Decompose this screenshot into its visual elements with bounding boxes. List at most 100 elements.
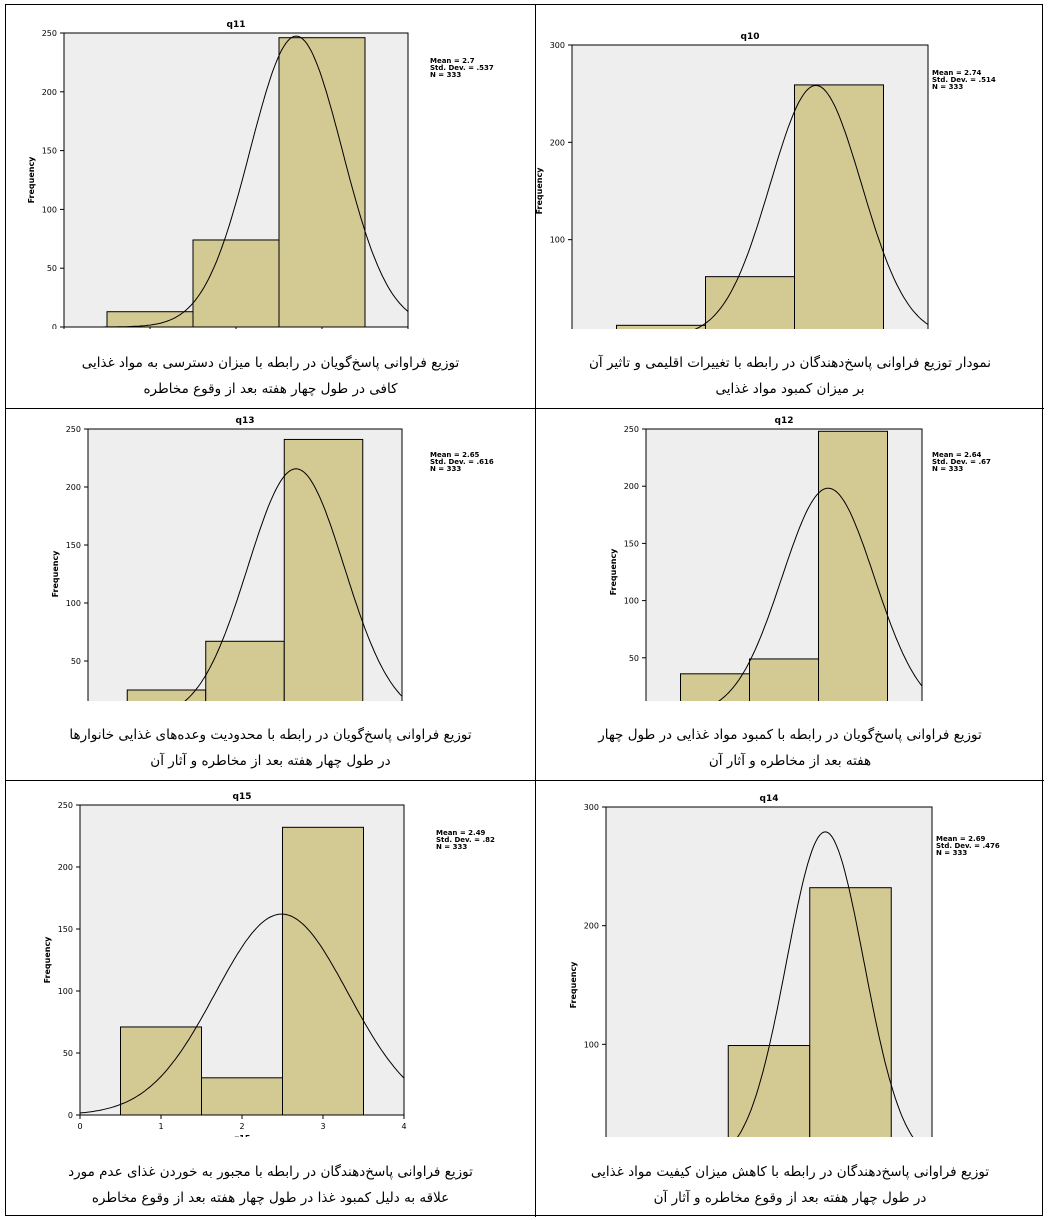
stats-line: Mean = 2.65 xyxy=(430,451,480,459)
y-tick-label: 150 xyxy=(42,147,57,156)
x-tick-label: 1 xyxy=(158,1122,163,1131)
stats-line: Std. Dev. = .514 xyxy=(932,76,996,84)
y-tick-label: 100 xyxy=(550,236,565,245)
y-tick-label: 300 xyxy=(550,41,565,50)
figure-table: q1101234050100150200250q11FrequencyMean … xyxy=(5,4,1044,1217)
bar-2 xyxy=(727,1045,811,1137)
x-tick-label: 0 xyxy=(77,1122,82,1131)
caption-line: توزیع فراوانی پاسخ‌گویان در رابطه با محد… xyxy=(69,727,472,743)
y-tick-label: 0 xyxy=(52,323,57,329)
x-tick-label: 4 xyxy=(401,1122,406,1131)
y-tick-label: 100 xyxy=(624,597,639,606)
y-tick-label: 50 xyxy=(629,654,639,663)
caption-line: توزیع فراوانی پاسخ‌گویان در رابطه با کمب… xyxy=(598,727,982,743)
y-tick-label: 100 xyxy=(584,1040,599,1049)
stats-line: Std. Dev. = .616 xyxy=(430,458,494,466)
bar-3 xyxy=(794,84,884,329)
chart-title: q11 xyxy=(227,20,246,30)
normal-curve xyxy=(184,468,403,701)
x-tick-label: 2 xyxy=(239,1122,244,1131)
chart-cell-q14: q14012340100200300q14FrequencyMean = 2.6… xyxy=(536,781,1044,1217)
chart-title: q14 xyxy=(760,794,779,804)
histogram-q12: q1201234050100150200250q12FrequencyMean … xyxy=(609,416,991,701)
y-axis-title: Frequency xyxy=(569,961,578,1009)
y-tick-label: 200 xyxy=(66,483,81,492)
caption-line: هفته بعد از مخاطره و آثار آن xyxy=(708,753,872,769)
stats-line: Std. Dev. = .537 xyxy=(430,64,494,72)
chart-title: q15 xyxy=(233,792,252,802)
bar-1 xyxy=(680,673,750,701)
bar-2 xyxy=(192,239,280,328)
caption-line: در طول چهار هفته بعد از وقوع مخاطره و آث… xyxy=(653,1190,927,1206)
bar-3 xyxy=(809,887,892,1137)
y-axis-title: Frequency xyxy=(43,936,52,984)
normal-curve xyxy=(718,487,923,701)
bar-1 xyxy=(126,689,207,701)
y-tick-label: 50 xyxy=(47,264,57,273)
stats-line: Mean = 2.7 xyxy=(430,57,475,65)
caption-line: بر میزان کمبود مواد غذایی xyxy=(715,381,865,397)
stats-line: Mean = 2.74 xyxy=(932,69,982,77)
chart-cell-q12: q1201234050100150200250q12FrequencyMean … xyxy=(536,409,1044,781)
chart-caption: توزیع فراوانی پاسخ‌دهندگان در رابطه با م… xyxy=(6,1159,535,1211)
y-tick-label: 250 xyxy=(66,425,81,434)
y-tick-label: 250 xyxy=(58,801,73,810)
bar-3 xyxy=(283,438,364,701)
y-tick-label: 50 xyxy=(71,657,81,666)
caption-line: در طول چهار هفته بعد از مخاطره و آثار آن xyxy=(150,753,391,769)
stats-line: N = 333 xyxy=(932,83,963,91)
chart-caption: نمودار توزیع فراوانی پاسخ‌دهندگان در راب… xyxy=(536,350,1044,402)
stats-line: N = 333 xyxy=(430,465,461,473)
histogram-q14: q14012340100200300q14FrequencyMean = 2.6… xyxy=(569,794,1000,1137)
chart-cell-q11: q1101234050100150200250q11FrequencyMean … xyxy=(6,5,536,409)
caption-line: کافی در طول چهار هفته بعد از وقوع مخاطره xyxy=(143,381,398,397)
chart-cell-q15: q15 0 1 2 3 4 0 50 100 150 200 250 q15 Frequency Mean … xyxy=(6,781,536,1217)
bar-3 xyxy=(282,826,364,1116)
chart-title: q13 xyxy=(236,416,255,426)
y-axis-title: Frequency xyxy=(609,548,618,596)
normal-curve xyxy=(737,831,914,1137)
stats-line: Std. Dev. = .67 xyxy=(932,458,991,466)
y-axis-title: Frequency xyxy=(536,167,544,215)
chart-title: q12 xyxy=(775,416,794,426)
y-tick-label: 200 xyxy=(550,138,565,147)
y-axis-title: Frequency xyxy=(51,550,60,598)
y-tick-label: 50 xyxy=(63,1049,73,1058)
histogram-q10: q10012340100200300q10FrequencyMean = 2.7… xyxy=(536,32,996,329)
y-tick-label: 300 xyxy=(584,803,599,812)
chart-cell-q10: q10012340100200300q10FrequencyMean = 2.7… xyxy=(536,5,1044,409)
bar-1 xyxy=(120,1026,202,1116)
y-tick-label: 150 xyxy=(624,539,639,548)
normal-curve xyxy=(64,35,409,328)
chart-caption: توزیع فراوانی پاسخ‌گویان در رابطه با کمب… xyxy=(536,722,1044,774)
stats-line: N = 333 xyxy=(436,843,467,851)
chart-caption: توزیع فراوانی پاسخ‌دهندگان در رابطه با ک… xyxy=(536,1159,1044,1211)
y-tick-label: 200 xyxy=(42,88,57,97)
stats-line: Std. Dev. = .476 xyxy=(936,842,1000,850)
x-axis-title: q15 xyxy=(234,1134,251,1137)
stats-line: Mean = 2.64 xyxy=(932,451,982,459)
y-tick-label: 200 xyxy=(624,482,639,491)
stats-line: N = 333 xyxy=(430,71,461,79)
caption-line: توزیع فراوانی پاسخ‌گویان در رابطه با میز… xyxy=(81,355,460,371)
stats-line: Std. Dev. = .82 xyxy=(436,836,495,844)
bar-2 xyxy=(749,658,819,701)
histogram-q11: q1101234050100150200250q11FrequencyMean … xyxy=(27,20,494,329)
bar-3 xyxy=(818,430,888,701)
y-tick-label: 100 xyxy=(42,205,57,214)
stats-line: Mean = 2.49 xyxy=(436,829,486,837)
caption-line: توزیع فراوانی پاسخ‌دهندگان در رابطه با ک… xyxy=(590,1164,990,1180)
chart-cell-q13: q1301234050100150200250q13FrequencyMean … xyxy=(6,409,536,781)
bar-3 xyxy=(278,37,366,328)
chart-title: q10 xyxy=(741,32,760,42)
y-tick-label: 150 xyxy=(66,541,81,550)
normal-curve xyxy=(79,913,405,1114)
histogram-q15: q15 0 1 2 3 4 0 50 100 150 200 250 q15 Frequency Mean … xyxy=(43,792,495,1137)
bar-2 xyxy=(205,640,285,701)
y-tick-label: 100 xyxy=(58,987,73,996)
y-tick-label: 150 xyxy=(58,925,73,934)
x-tick-label: 3 xyxy=(320,1122,325,1131)
y-tick-label: 200 xyxy=(584,922,599,931)
y-tick-label: 100 xyxy=(66,599,81,608)
y-tick-label: 250 xyxy=(42,29,57,38)
